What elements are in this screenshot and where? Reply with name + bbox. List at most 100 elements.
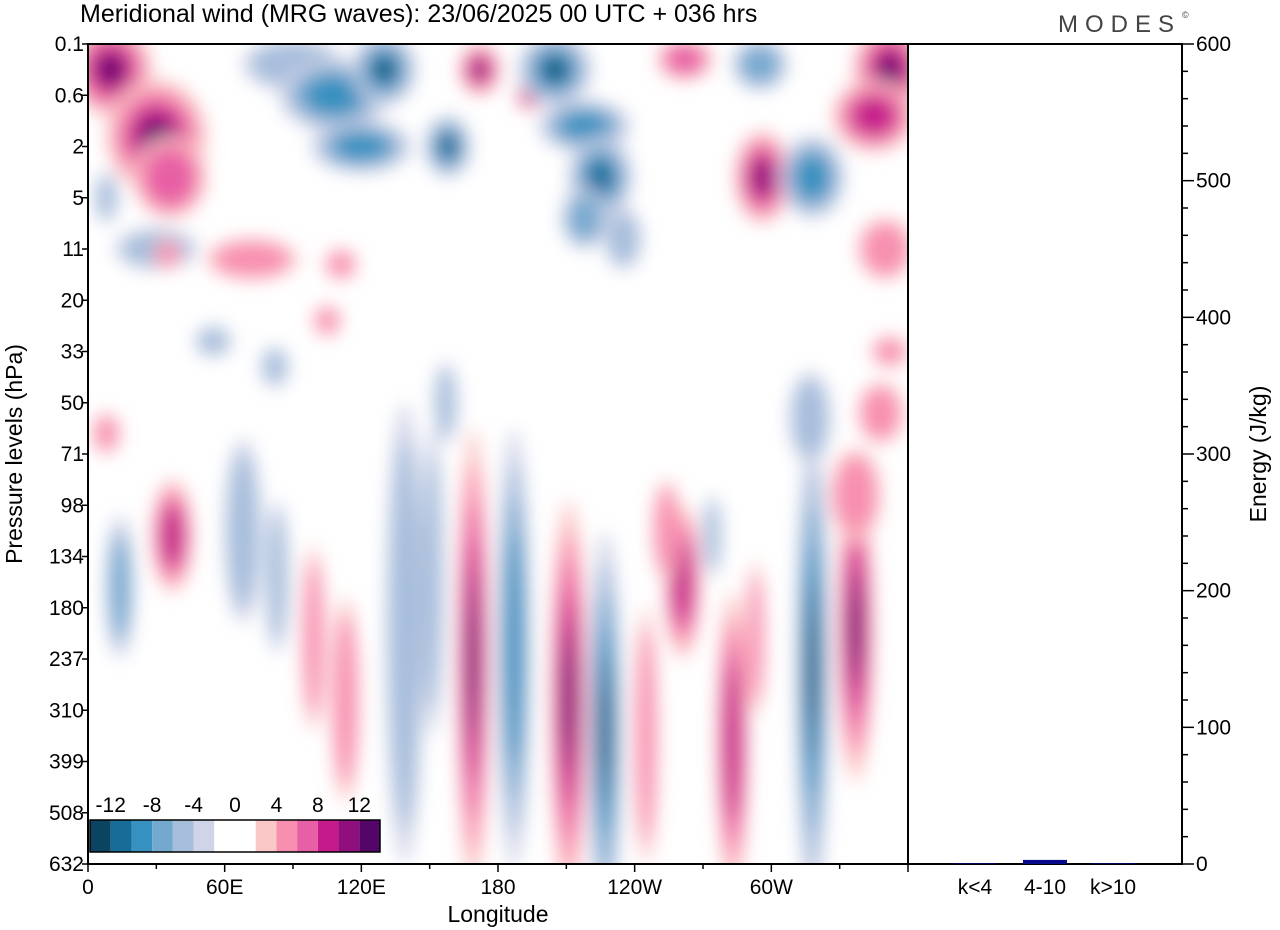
wind-anomaly-southerly xyxy=(796,428,829,864)
wind-anomaly-southerly xyxy=(789,372,831,465)
longitude-tick-label: 120E xyxy=(337,876,386,899)
colorbar-label: -4 xyxy=(184,794,203,817)
colorbar-swatch xyxy=(359,820,380,852)
contour-level xyxy=(227,453,259,609)
wind-anomaly-northerly xyxy=(302,546,325,731)
colorbar-label: 8 xyxy=(312,794,324,817)
contour-level xyxy=(834,456,877,534)
contour-level xyxy=(673,542,692,623)
contour-level xyxy=(881,59,898,80)
contour-level xyxy=(792,379,828,457)
wind-anomaly-northerly xyxy=(657,44,713,80)
colorbar-swatch xyxy=(110,820,132,852)
contour-level xyxy=(197,328,229,355)
colorbar-swatch xyxy=(172,820,194,852)
energy-category-label: 4-10 xyxy=(1024,876,1066,899)
wind-anomaly-southerly xyxy=(780,136,845,219)
wind-anomaly-northerly xyxy=(154,238,182,270)
modes-logo: MODES © xyxy=(1058,10,1189,38)
energy-tick-label: 300 xyxy=(1196,443,1231,466)
pressure-tick-label: 20 xyxy=(61,289,84,312)
contour-level xyxy=(588,162,613,193)
wind-anomaly-southerly xyxy=(106,515,134,659)
colorbar-swatch xyxy=(214,820,235,852)
pressure-tick-label: 71 xyxy=(61,443,84,466)
colorbar-label: 4 xyxy=(271,794,283,817)
wind-anomaly-southerly xyxy=(561,187,608,249)
contour-level xyxy=(263,349,287,385)
wind-anomaly-southerly xyxy=(703,495,722,577)
contour-level xyxy=(377,61,392,78)
longitude-tick-label: 120W xyxy=(607,876,662,899)
colorbar-swatch xyxy=(235,820,256,852)
colorbar-swatch xyxy=(131,820,153,852)
wind-anomaly-northerly xyxy=(832,79,908,152)
contour-level xyxy=(747,573,764,704)
pressure-tick-label: 33 xyxy=(61,341,84,364)
energy-tick-label: 600 xyxy=(1196,33,1231,56)
pressure-tick-label: 180 xyxy=(49,597,84,620)
wind-anomaly-southerly xyxy=(498,428,530,864)
wind-anomaly-southerly xyxy=(265,500,289,654)
pressure-tick-label: 237 xyxy=(49,648,84,671)
wind-anomaly-northerly xyxy=(92,413,120,454)
contour-level xyxy=(305,76,363,114)
wind-anomaly-southerly xyxy=(311,120,412,173)
contour-level xyxy=(724,663,741,819)
colorbar-label: -8 xyxy=(143,794,162,817)
contour-level xyxy=(94,416,118,451)
wind-anomaly-northerly xyxy=(457,428,489,864)
pressure-tick-label: 98 xyxy=(61,494,84,517)
wind-anomaly-southerly xyxy=(425,115,471,178)
contour-level xyxy=(96,176,116,220)
contour-level xyxy=(156,241,180,268)
pressure-tick-label: 399 xyxy=(49,751,84,774)
wind-anomaly-southerly xyxy=(386,402,423,864)
contour-level xyxy=(472,60,488,80)
wind-anomaly-northerly xyxy=(459,44,501,96)
wind-anomaly-northerly xyxy=(837,474,874,782)
wind-anomaly-northerly xyxy=(857,382,904,444)
contour-level xyxy=(101,59,120,80)
contour-level xyxy=(655,487,679,574)
contour-level xyxy=(741,47,779,82)
pressure-tick-label: 50 xyxy=(61,392,84,415)
wind-anomaly-northerly xyxy=(634,607,658,864)
wind-anomaly-southerly xyxy=(605,208,642,270)
contour-level xyxy=(442,139,453,154)
longitude-tick-label: 180 xyxy=(480,876,515,899)
wind-anomaly-southerly xyxy=(352,44,416,106)
pressure-tick-label: 5 xyxy=(72,187,84,210)
colorbar-swatch xyxy=(338,820,360,852)
pressure-tick-label: 632 xyxy=(49,853,84,876)
wind-anomaly-northerly xyxy=(871,336,908,367)
colorbar-swatch xyxy=(90,820,111,852)
contour-level xyxy=(422,452,442,712)
wind-anomaly-northerly xyxy=(331,597,360,803)
contour-level xyxy=(851,594,860,663)
energy-categories: k<4 4-10 k>10 xyxy=(958,876,1136,899)
contour-level xyxy=(704,501,720,571)
brand-mark: © xyxy=(1182,10,1189,20)
contour-level xyxy=(601,686,609,775)
wind-anomaly-northerly xyxy=(313,305,341,337)
contour-level xyxy=(874,338,906,365)
wind-anomaly-northerly xyxy=(746,561,765,716)
contour-level xyxy=(436,368,456,438)
pressure-tick-label: 310 xyxy=(49,699,84,722)
wind-anomaly-northerly xyxy=(734,131,790,224)
colorbar-label: 12 xyxy=(348,794,371,817)
contour-level xyxy=(795,155,829,199)
wind-anomaly-southerly xyxy=(94,172,118,224)
wind-anomaly-northerly xyxy=(830,448,881,542)
energy-axis: 0 100 200 300 400 500 600 xyxy=(1182,33,1231,876)
colorbar-label: -12 xyxy=(96,794,126,817)
colorbar-label: 0 xyxy=(229,794,241,817)
wind-anomaly-northerly xyxy=(151,479,193,593)
colorbar-swatch xyxy=(152,820,173,852)
brand-name: MODES xyxy=(1058,11,1181,38)
contour-level xyxy=(752,160,773,195)
energy-bars xyxy=(953,859,1135,864)
contour-level xyxy=(505,534,523,764)
